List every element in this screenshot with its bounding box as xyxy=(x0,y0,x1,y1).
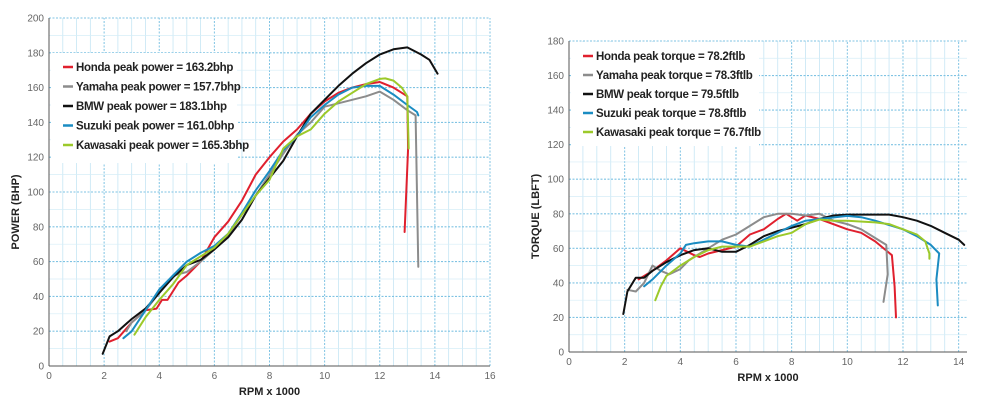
series-line-yamaha xyxy=(626,212,889,303)
y-tick-label: 160 xyxy=(547,71,564,82)
legend-label: Suzuki peak torque = 78.8ftlb xyxy=(596,108,746,120)
x-tick-label: 14 xyxy=(953,357,965,368)
x-tick-label: 2 xyxy=(101,371,107,382)
legend-background xyxy=(571,42,759,146)
legend-label: Kawasaki peak power = 165.3bhp xyxy=(76,140,249,152)
y-tick-label: 160 xyxy=(27,83,44,94)
x-tick-label: 12 xyxy=(897,357,909,368)
legend-label: Suzuki peak power = 161.0bhp xyxy=(76,121,234,133)
legend: Honda peak power = 163.2bhp Yamaha peak p… xyxy=(51,53,249,163)
x-tick-label: 8 xyxy=(789,357,795,368)
series-line-kawasaki xyxy=(133,77,410,336)
x-tick-label: 12 xyxy=(374,371,386,382)
x-tick-label: 6 xyxy=(212,371,218,382)
y-tick-label: 200 xyxy=(27,14,44,25)
y-tick-label: 80 xyxy=(553,209,565,220)
legend: Honda peak torque = 78.2ftlb Yamaha peak … xyxy=(571,42,761,146)
series-line-suzuki xyxy=(122,84,420,340)
legend-background xyxy=(51,53,237,163)
legend-label: Yamaha peak power = 157.7bhp xyxy=(76,82,241,94)
x-tick-label: 10 xyxy=(842,357,854,368)
y-tick-label: 180 xyxy=(27,48,44,59)
y-tick-label: 40 xyxy=(33,292,45,303)
series-line-honda xyxy=(108,81,410,343)
y-tick-label: 20 xyxy=(33,327,45,338)
series-line-kawasaki xyxy=(654,218,931,302)
chart-power: 0 2 4 6 8 10 12 14 16020406080100120140160180200… xyxy=(10,14,496,399)
y-axis-label: POWER (BHP) xyxy=(10,174,22,250)
legend-label: BMW peak torque = 79.5ftlb xyxy=(596,89,739,101)
x-tick-label: 14 xyxy=(429,371,441,382)
legend-label: Yamaha peak torque = 78.3ftlb xyxy=(596,70,753,82)
y-tick-label: 80 xyxy=(33,222,45,233)
x-tick-label: 0 xyxy=(46,371,52,382)
y-tick-label: 20 xyxy=(553,313,565,324)
y-tick-label: 120 xyxy=(27,153,44,164)
x-axis-label: RPM x 1000 xyxy=(737,372,798,384)
y-tick-label: 0 xyxy=(38,362,44,373)
x-tick-label: 4 xyxy=(156,371,162,382)
y-tick-label: 120 xyxy=(547,140,564,151)
y-tick-label: 100 xyxy=(27,188,44,199)
x-tick-label: 16 xyxy=(484,371,496,382)
y-tick-label: 60 xyxy=(33,257,45,268)
y-tick-label: 140 xyxy=(27,118,44,129)
x-tick-label: 4 xyxy=(678,357,684,368)
legend-label: Honda peak power = 163.2bhp xyxy=(76,62,233,74)
y-tick-label: 140 xyxy=(547,106,564,117)
y-tick-label: 40 xyxy=(553,278,565,289)
x-tick-label: 8 xyxy=(267,371,273,382)
y-tick-label: 0 xyxy=(558,348,564,359)
x-tick-label: 0 xyxy=(566,357,572,368)
y-tick-label: 180 xyxy=(547,37,564,48)
x-tick-label: 10 xyxy=(319,371,331,382)
legend-label: BMW peak power = 183.1bhp xyxy=(76,101,227,113)
legend-label: Honda peak torque = 78.2ftlb xyxy=(596,51,745,63)
y-tick-label: 60 xyxy=(553,244,565,255)
y-axis-label: TORQUE (LBFT) xyxy=(530,173,542,259)
x-axis-label: RPM x 1000 xyxy=(239,386,300,398)
x-tick-label: 6 xyxy=(733,357,739,368)
legend-label: Kawasaki peak torque = 76.7ftlb xyxy=(596,127,761,139)
series-line-bmw xyxy=(622,213,966,315)
y-tick-label: 100 xyxy=(547,175,564,186)
x-tick-label: 2 xyxy=(622,357,628,368)
